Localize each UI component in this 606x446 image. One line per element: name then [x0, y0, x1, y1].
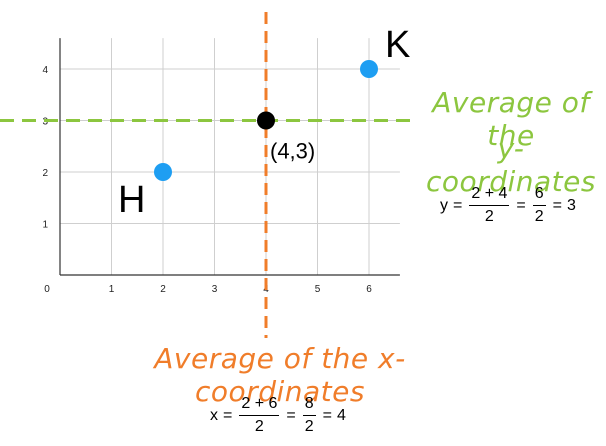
eq-y-result: 3: [566, 196, 576, 214]
x-tick-label: 5: [315, 284, 321, 295]
eq-y-variable: y: [440, 196, 448, 214]
eq-y-denominator-1: 2: [484, 208, 494, 225]
point-label: (4,3): [270, 139, 315, 164]
y-tick-label: 2: [42, 168, 48, 179]
eq-x-denominator-2: 2: [304, 418, 314, 435]
point-H: [154, 163, 172, 181]
eq-x-numerator-1: 2 + 6: [239, 395, 280, 416]
eq-x-numerator-2: 8: [302, 395, 316, 416]
eq-x-fraction-1: 2 + 6 2: [239, 395, 280, 436]
grid-lines: [60, 38, 400, 275]
eq-y-fraction-1: 2 + 4 2: [469, 185, 510, 226]
eq-y-denominator-2: 2: [534, 208, 544, 225]
x-average-equation: x = 2 + 6 2 = 8 2 = 4: [210, 395, 346, 436]
average-lines: [0, 12, 410, 338]
eq-y-fraction-2: 6 2: [532, 185, 546, 226]
eq-x-equals-2: =: [286, 406, 296, 424]
y-tick-label: 4: [42, 65, 48, 76]
eq-y-numerator-2: 6: [532, 185, 546, 206]
x-tick-label: 0: [44, 284, 50, 295]
eq-x-fraction-2: 8 2: [302, 395, 316, 436]
eq-y-equals-1: =: [453, 196, 463, 214]
eq-x-equals-1: =: [223, 406, 233, 424]
eq-x-result: 4: [336, 406, 346, 424]
y-tick-label: 1: [42, 220, 48, 231]
x-tick-label: 6: [366, 284, 372, 295]
x-tick-label: 2: [160, 284, 166, 295]
tick-labels: 01234561234: [42, 65, 372, 295]
eq-x-variable: x: [210, 406, 218, 424]
x-average-caption: Average of the x-coordinates: [154, 342, 406, 408]
x-tick-label: 3: [212, 284, 218, 295]
y-average-caption-line1: Average of the: [432, 86, 590, 152]
axes: [59, 38, 400, 276]
point-43: [257, 111, 275, 130]
point-label: K: [385, 24, 410, 66]
point-labels: H K (4,3): [118, 24, 410, 221]
point-label: H: [118, 179, 145, 221]
point-K: [360, 60, 378, 78]
y-average-equation: y = 2 + 4 2 = 6 2 = 3: [440, 185, 576, 226]
eq-y-equals-2: =: [516, 196, 526, 214]
x-tick-label: 1: [109, 284, 115, 295]
eq-y-equals-3: =: [552, 196, 562, 214]
y-average-caption-line2: y-coordinates: [426, 132, 596, 198]
points: [154, 60, 378, 181]
eq-y-numerator-1: 2 + 4: [469, 185, 510, 206]
eq-x-equals-3: =: [322, 406, 332, 424]
eq-x-denominator-1: 2: [254, 418, 264, 435]
